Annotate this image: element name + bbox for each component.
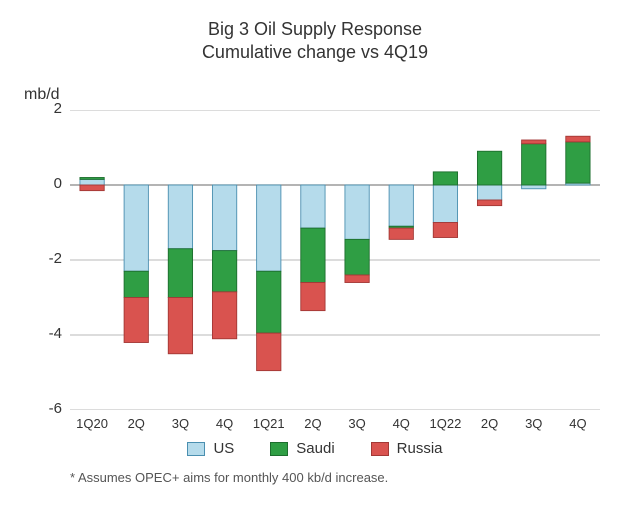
bar-russia [80, 185, 104, 191]
legend-item-saudi: Saudi [270, 440, 334, 457]
bar-russia [345, 275, 369, 283]
legend-label: US [213, 440, 234, 457]
y-tick-label: -4 [14, 325, 62, 342]
x-tick-label: 3Q [172, 416, 189, 431]
x-tick-label: 2Q [128, 416, 145, 431]
bar-us [301, 185, 325, 228]
bar-us [212, 185, 236, 251]
bar-russia [522, 140, 546, 144]
bar-saudi [477, 151, 501, 185]
y-tick-label: -2 [14, 250, 62, 267]
bar-us [389, 185, 413, 226]
legend-swatch [270, 442, 288, 456]
bar-us [433, 185, 457, 223]
legend-item-us: US [187, 440, 234, 457]
bar-saudi [124, 271, 148, 297]
chart-title-line1: Big 3 Oil Supply Response [0, 18, 630, 41]
bar-us [477, 185, 501, 200]
bar-russia [566, 136, 590, 142]
bar-us [257, 185, 281, 271]
x-tick-label: 4Q [216, 416, 233, 431]
oil-supply-chart: Big 3 Oil Supply Response Cumulative cha… [0, 0, 630, 507]
bar-russia [257, 333, 281, 371]
bar-saudi [301, 228, 325, 282]
x-axis-labels: 1Q20 2Q 3Q 4Q 1Q21 2Q 3Q 4Q 1Q22 2Q 3Q 4Q [70, 416, 600, 436]
legend-swatch [371, 442, 389, 456]
bar-russia [477, 200, 501, 206]
bar-us [345, 185, 369, 239]
bar-saudi [522, 144, 546, 185]
x-tick-label: 3Q [525, 416, 542, 431]
legend-label: Russia [397, 440, 443, 457]
bar-russia [124, 298, 148, 343]
chart-svg [70, 110, 600, 410]
footnote: * Assumes OPEC+ aims for monthly 400 kb/… [70, 470, 388, 485]
x-tick-label: 2Q [304, 416, 321, 431]
legend: US Saudi Russia [0, 440, 630, 460]
x-tick-label: 1Q20 [76, 416, 108, 431]
chart-title: Big 3 Oil Supply Response Cumulative cha… [0, 18, 630, 63]
bar-saudi [257, 271, 281, 333]
chart-title-line2: Cumulative change vs 4Q19 [0, 41, 630, 64]
x-tick-label: 2Q [481, 416, 498, 431]
bar-saudi [433, 172, 457, 185]
bar-russia [212, 292, 236, 339]
bar-russia [168, 298, 192, 354]
bar-saudi [80, 178, 104, 180]
bar-us [124, 185, 148, 271]
legend-label: Saudi [296, 440, 334, 457]
legend-item-russia: Russia [371, 440, 443, 457]
plot-area [70, 110, 600, 410]
bar-saudi [212, 251, 236, 292]
bar-saudi [345, 239, 369, 275]
x-tick-label: 4Q [393, 416, 410, 431]
bar-russia [301, 283, 325, 311]
bar-us [522, 185, 546, 189]
bar-us [168, 185, 192, 249]
bar-russia [389, 228, 413, 239]
bar-saudi [566, 142, 590, 183]
y-tick-label: -6 [14, 400, 62, 417]
legend-swatch [187, 442, 205, 456]
x-tick-label: 1Q21 [253, 416, 285, 431]
x-tick-label: 3Q [348, 416, 365, 431]
y-tick-label: 2 [14, 100, 62, 117]
x-tick-label: 4Q [569, 416, 586, 431]
bar-saudi [168, 249, 192, 298]
y-tick-label: 0 [14, 175, 62, 192]
x-tick-label: 1Q22 [430, 416, 462, 431]
bar-russia [433, 223, 457, 238]
bar-us [80, 179, 104, 185]
